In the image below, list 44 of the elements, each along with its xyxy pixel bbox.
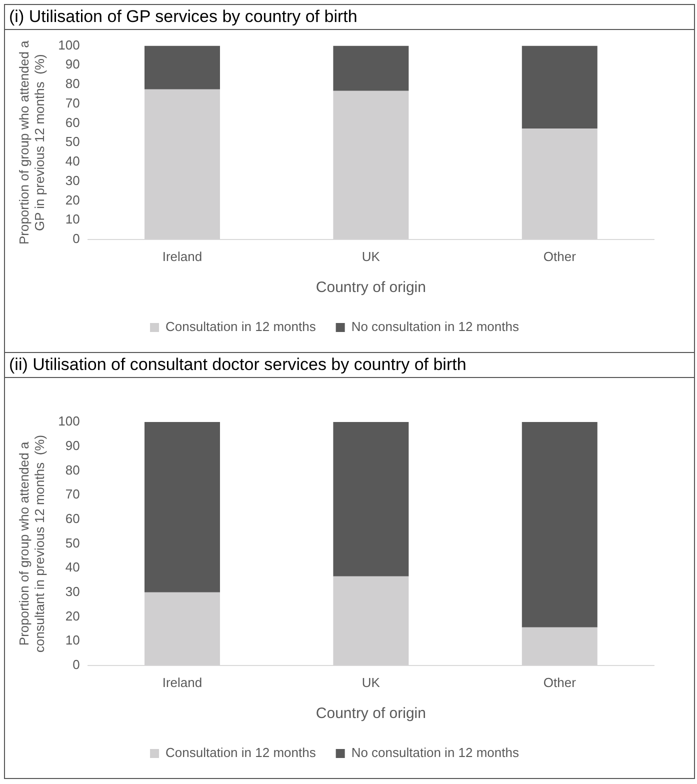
y-tick-label: 100 <box>58 414 80 429</box>
y-tick-label: 0 <box>72 230 80 246</box>
y-tick-label: 80 <box>65 76 80 92</box>
y-tick-label: 60 <box>65 510 80 526</box>
x-tick-label: UK <box>362 674 380 690</box>
bar <box>144 46 220 90</box>
legend-label: Consultation in 12 months <box>166 745 316 760</box>
x-axis-title: Country of origin <box>316 279 426 296</box>
legend-label: No consultation in 12 months <box>351 745 520 760</box>
x-tick-label: UK <box>362 248 380 264</box>
y-axis-title: Proportion of group who attended a consultant in previous 12 months (%) <box>16 434 47 652</box>
x-tick-label: Other <box>543 248 577 264</box>
x-tick-label: Ireland <box>162 674 202 690</box>
y-tick-label: 90 <box>65 438 80 453</box>
y-tick-label: 0 <box>72 656 80 672</box>
x-tick-label: Other <box>543 674 577 690</box>
y-tick-label: 30 <box>65 172 80 188</box>
chart-title: (ii) Utilisation of consultant doctor services by country of birth <box>5 353 694 378</box>
y-tick-label: 50 <box>65 134 80 150</box>
y-tick-label: 70 <box>65 95 80 110</box>
bar <box>522 46 598 128</box>
bar <box>333 422 409 576</box>
y-tick-label: 20 <box>65 608 80 624</box>
bar <box>144 422 220 592</box>
y-tick-label: 90 <box>65 56 80 72</box>
y-tick-label: 40 <box>65 560 80 575</box>
y-tick-label: 50 <box>65 535 80 550</box>
y-tick-label: 70 <box>65 486 80 502</box>
y-tick-label: 40 <box>65 154 80 169</box>
y-tick-label: 100 <box>58 37 80 52</box>
bar <box>522 422 598 628</box>
y-tick-label: 10 <box>65 212 80 227</box>
y-tick-label: 60 <box>65 114 80 130</box>
y-axis-title: Proportion of group who attended a GP in previous 12 months (%) <box>16 40 47 245</box>
y-tick-label: 20 <box>65 192 80 208</box>
chart-title: (i) Utilisation of GP services by country of birth <box>5 5 694 30</box>
bar <box>333 46 409 91</box>
y-tick-label: 80 <box>65 462 80 478</box>
legend-label: No consultation in 12 months <box>351 319 520 334</box>
x-axis-title: Country of origin <box>316 705 426 722</box>
y-tick-label: 30 <box>65 584 80 599</box>
y-tick-label: 10 <box>65 632 80 648</box>
x-tick-label: Ireland <box>162 248 202 264</box>
legend-label: Consultation in 12 months <box>166 319 316 334</box>
